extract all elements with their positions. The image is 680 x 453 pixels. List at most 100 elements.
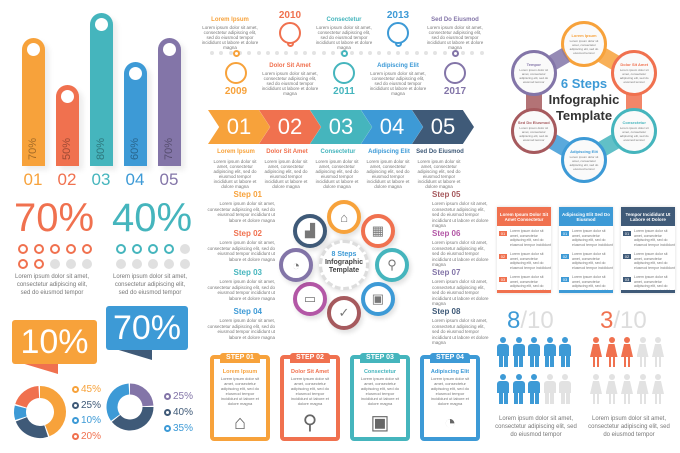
woman-icon [621, 374, 633, 404]
step-card-tab: STEP 04 [430, 353, 470, 363]
table-header: Adipiscing Elit Sed Do Eiusmod [559, 207, 613, 226]
magnifier-icon: ⚲ [375, 248, 409, 282]
step-card-tab: STEP 03 [360, 353, 400, 363]
step-text: Lorem ipsum dolor sit amet, consectetur … [519, 68, 549, 83]
legend-value: 10% [81, 415, 102, 426]
progress-dot [66, 259, 76, 269]
donut-slice [39, 386, 66, 437]
bar-value: 70% [27, 137, 39, 160]
bar-knob [27, 43, 40, 56]
donut-slice [14, 405, 27, 421]
progress-dot [116, 259, 126, 269]
table-row: 01 Lorem ipsum dolor sit amet, consectetu… [559, 229, 613, 249]
legend-marker-icon [164, 393, 171, 400]
table-row: 01 Lorem ipsum dolor sit amet, consectetu… [621, 229, 675, 249]
table-header: Lorem Ipsum Dolor Sit Amet Consectetur [497, 207, 551, 226]
legend-marker-icon [72, 401, 79, 409]
magnifier-icon: ⚲ [302, 412, 318, 434]
step-card-text: Lorem ipsum dolor sit amet, consectetur … [430, 376, 470, 406]
step-card: STEP 04 Adipiscing Elit Lorem ipsum dolor … [420, 353, 480, 441]
house-icon: ⌂ [233, 412, 247, 434]
step-label: Step 04 [233, 307, 262, 316]
row-number: 01 [499, 231, 507, 236]
arrow-text: Lorem ipsum dolor sit amet, consectetur … [366, 159, 410, 189]
step-arrow: 05 [412, 110, 474, 144]
legend-value: 25% [81, 399, 102, 411]
man-icon [512, 337, 525, 367]
bar-knob [61, 90, 74, 103]
step-circle: Consectetur Lorem ipsum dolor sit amet, c… [611, 108, 658, 154]
progress-dot [18, 259, 28, 269]
timeline-text: Lorem ipsum dolor sit amet, consectetur … [201, 25, 259, 50]
timeline-text: Lorem ipsum dolor sit amet, consectetur … [261, 71, 319, 96]
step-text: Lorem ipsum dolor sit amet, consectetur … [432, 318, 489, 345]
progress-dot [82, 244, 92, 254]
step-text: Lorem ipsum dolor sit amet, consectetur … [569, 39, 599, 54]
step-card-title: Consectetur [363, 369, 397, 375]
man-icon [497, 337, 509, 367]
step-text: Lorem ipsum dolor sit amet, consectetur … [207, 240, 275, 262]
table-row: 01 Lorem ipsum dolor sit amet, consectetu… [497, 229, 551, 249]
timeline-year: 2010 [278, 10, 302, 21]
progress-dot [34, 259, 44, 269]
timeline-dot [442, 51, 447, 55]
step-title: Sed Do Eiusmod [517, 120, 550, 125]
step-text: Lorem ipsum dolor sit amet, consectetur … [207, 279, 275, 301]
woman-icon [636, 374, 649, 404]
row-number: 02 [499, 254, 507, 259]
stat-value: 70% [14, 196, 95, 240]
bar-value: 50% [61, 137, 73, 160]
timeline-title: Consectetur [326, 17, 362, 23]
legend-item: 25% [164, 391, 193, 402]
chart-icon [444, 62, 466, 84]
woman-icon [636, 337, 649, 367]
step-label: Step 02 [233, 229, 262, 238]
arrow-title: Dolor Sit Amet [266, 149, 308, 155]
timeline-dot [303, 51, 307, 55]
row-number: 03 [499, 277, 507, 282]
man-icon [528, 337, 540, 367]
timeline-connector [233, 50, 240, 57]
timeline-title: Dolor Sit Amet [269, 63, 311, 69]
step-card-title: Lorem Ipsum [222, 369, 258, 375]
step-title: Dolor Sit Amet [620, 62, 649, 67]
step-label: Step 03 [233, 268, 262, 277]
table-row: 02 Lorem ipsum dolor sit amet, consectetu… [497, 252, 551, 272]
table-row: 02 Lorem ipsum dolor sit amet, consectetu… [621, 252, 675, 272]
step-arrow: 01 [208, 110, 270, 144]
progress-dot [82, 259, 92, 269]
man-icon [559, 337, 571, 367]
stat-description: Lorem ipsum dolor sit amet, consectetur … [112, 274, 188, 296]
row-number: 02 [623, 254, 631, 259]
step-card-tab: STEP 01 [220, 353, 260, 363]
step-circle: Adipiscing Elit Lorem ipsum dolor sit ame… [561, 137, 607, 183]
house-icon: ⌂ [327, 200, 361, 234]
timeline-dot [256, 51, 261, 55]
people-description: Lorem ipsum dolor sit amet, consectetur … [495, 416, 577, 438]
legend-marker-icon [164, 409, 171, 416]
row-number: 02 [561, 254, 569, 259]
ratio-value: 3/10 [600, 307, 647, 335]
progress-dot [164, 259, 174, 269]
progress-dot [116, 244, 126, 254]
progress-dot [18, 244, 28, 254]
timeline-title: Adipiscing Elit [377, 63, 419, 69]
step-title: Tempor [526, 62, 541, 67]
ratio-value: 8/10 [507, 307, 554, 335]
step-text: Lorem ipsum dolor sit amet, consectetur … [207, 318, 275, 340]
arrow-title: Sed Do Eiusmod [416, 149, 464, 155]
man-icon [543, 337, 556, 367]
timeline-year: 2013 [386, 10, 410, 21]
row-number: 01 [623, 231, 631, 236]
woman-icon [590, 337, 602, 367]
arrow-text: Lorem ipsum dolor sit amet, consectetur … [417, 159, 461, 189]
step-title: Lorem Ipsum [571, 33, 597, 38]
step-title: Consectetur [622, 120, 646, 125]
center-title: Infographic [324, 259, 364, 266]
pie-chart-icon: ◔ [443, 412, 457, 434]
timeline-dot [358, 51, 363, 55]
timeline-dot [228, 51, 233, 55]
timeline-dot [330, 51, 335, 55]
man-icon [497, 374, 509, 404]
step-label: Step 05 [432, 190, 461, 199]
